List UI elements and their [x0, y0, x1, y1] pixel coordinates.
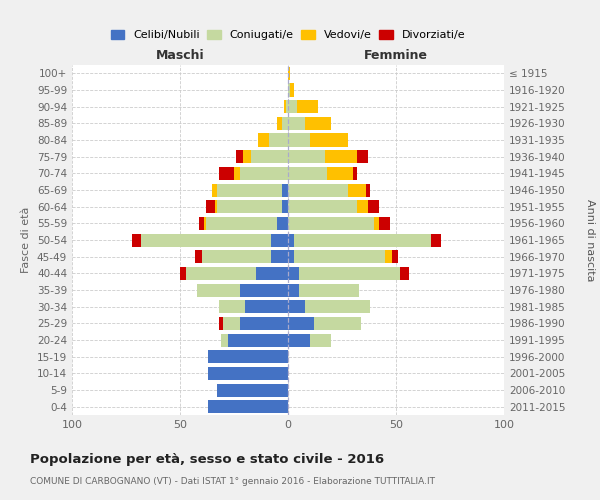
Bar	[314, 317, 361, 330]
Bar	[295, 250, 385, 263]
Bar	[288, 200, 357, 213]
Bar	[258, 134, 269, 146]
Bar	[236, 150, 242, 163]
Bar	[349, 184, 366, 196]
Bar	[269, 134, 288, 146]
Bar	[305, 117, 331, 130]
Bar	[217, 384, 288, 396]
Bar	[281, 117, 288, 130]
Bar	[215, 200, 217, 213]
Bar	[288, 267, 299, 280]
Bar	[251, 150, 288, 163]
Bar	[141, 234, 271, 246]
Bar	[288, 184, 349, 196]
Bar	[197, 284, 241, 296]
Bar	[204, 217, 206, 230]
Bar	[241, 317, 288, 330]
Bar	[271, 234, 288, 246]
Bar	[310, 134, 349, 146]
Bar	[385, 250, 392, 263]
Y-axis label: Anni di nascita: Anni di nascita	[585, 198, 595, 281]
Bar	[208, 367, 288, 380]
Bar	[241, 284, 288, 296]
Bar	[288, 300, 305, 313]
Bar	[288, 84, 290, 96]
Legend: Celibi/Nubili, Coniugati/e, Vedovi/e, Divorziati/e: Celibi/Nubili, Coniugati/e, Vedovi/e, Di…	[106, 25, 470, 44]
Text: Popolazione per età, sesso e stato civile - 2016: Popolazione per età, sesso e stato civil…	[30, 452, 384, 466]
Bar	[133, 234, 141, 246]
Bar	[290, 84, 295, 96]
Bar	[431, 234, 442, 246]
Bar	[206, 200, 215, 213]
Bar	[277, 117, 281, 130]
Bar	[219, 300, 245, 313]
Bar	[288, 334, 310, 346]
Bar	[288, 217, 374, 230]
Bar	[208, 400, 288, 413]
Bar	[206, 217, 277, 230]
Bar	[286, 100, 288, 113]
Bar	[288, 317, 314, 330]
Bar	[288, 150, 325, 163]
Bar	[277, 217, 288, 230]
Bar	[221, 334, 227, 346]
Bar	[288, 117, 305, 130]
Bar	[256, 267, 288, 280]
Bar	[288, 250, 295, 263]
Bar	[195, 250, 202, 263]
Bar	[281, 184, 288, 196]
Bar	[353, 167, 357, 180]
Bar	[208, 350, 288, 363]
Bar	[217, 200, 281, 213]
Text: Femmine: Femmine	[364, 48, 428, 62]
Bar	[400, 267, 409, 280]
Bar	[288, 67, 290, 80]
Bar	[281, 200, 288, 213]
Bar	[187, 267, 256, 280]
Bar	[288, 167, 327, 180]
Bar	[305, 300, 370, 313]
Bar	[212, 184, 217, 196]
Bar	[310, 334, 331, 346]
Bar	[288, 284, 299, 296]
Bar	[295, 234, 431, 246]
Bar	[288, 134, 310, 146]
Bar	[234, 167, 241, 180]
Bar	[219, 317, 223, 330]
Bar	[368, 200, 379, 213]
Bar	[296, 100, 318, 113]
Text: COMUNE DI CARBOGNANO (VT) - Dati ISTAT 1° gennaio 2016 - Elaborazione TUTTITALIA: COMUNE DI CARBOGNANO (VT) - Dati ISTAT 1…	[30, 478, 435, 486]
Bar	[217, 184, 281, 196]
Bar	[227, 334, 288, 346]
Bar	[288, 100, 296, 113]
Bar	[202, 250, 271, 263]
Bar	[284, 100, 286, 113]
Bar	[199, 217, 204, 230]
Bar	[242, 150, 251, 163]
Bar	[357, 150, 368, 163]
Bar	[299, 267, 400, 280]
Bar	[180, 267, 187, 280]
Bar	[245, 300, 288, 313]
Bar	[288, 234, 295, 246]
Bar	[271, 250, 288, 263]
Bar	[325, 150, 357, 163]
Bar	[357, 200, 368, 213]
Y-axis label: Fasce di età: Fasce di età	[22, 207, 31, 273]
Text: Maschi: Maschi	[155, 48, 205, 62]
Bar	[366, 184, 370, 196]
Bar	[299, 284, 359, 296]
Bar	[379, 217, 389, 230]
Bar	[223, 317, 241, 330]
Bar	[219, 167, 234, 180]
Bar	[392, 250, 398, 263]
Bar	[327, 167, 353, 180]
Bar	[374, 217, 379, 230]
Bar	[241, 167, 288, 180]
